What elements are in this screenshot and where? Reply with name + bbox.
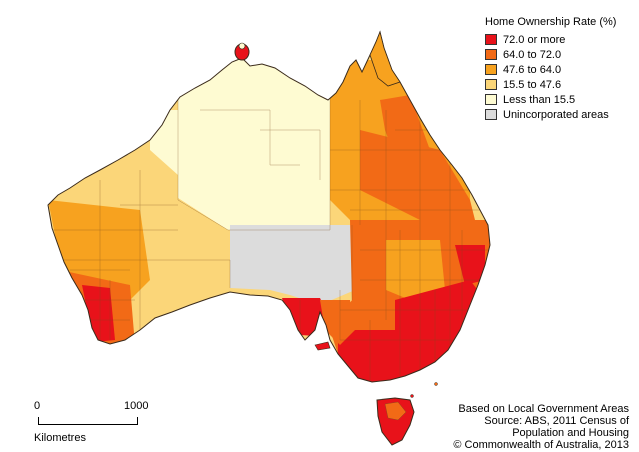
region-nsw-coast-red xyxy=(455,245,485,285)
source-line: Based on Local Government Areas xyxy=(458,403,629,415)
kangaroo-island xyxy=(314,341,331,351)
legend-swatch xyxy=(485,79,497,90)
scale-bar: 0 1000 Kilometres xyxy=(30,400,160,450)
legend-label: 72.0 or more xyxy=(503,33,566,46)
source-note: Based on Local Government Areas Source: … xyxy=(453,403,629,451)
legend-swatch xyxy=(485,109,497,120)
legend-item-unincorporated: Unincorporated areas xyxy=(485,107,635,122)
legend-label: 64.0 to 72.0 xyxy=(503,48,562,61)
region-kimberley-low xyxy=(150,110,220,175)
region-wa-perth xyxy=(82,285,115,342)
legend-item-15-5-to-47-6: 15.5 to 47.6 xyxy=(485,77,635,92)
island-flinders xyxy=(410,394,414,398)
region-nt-low xyxy=(178,60,330,230)
legend-item-64-to-72: 64.0 to 72.0 xyxy=(485,47,635,62)
legend-swatch xyxy=(485,49,497,60)
legend-swatch xyxy=(485,94,497,105)
legend-item-72-or-more: 72.0 or more xyxy=(485,32,635,47)
cape-york xyxy=(369,30,401,87)
legend-label: 15.5 to 47.6 xyxy=(503,78,562,91)
source-line: Source: ABS, 2011 Census of xyxy=(484,415,629,427)
region-unincorporated-sa xyxy=(230,225,355,305)
legend-label: 47.6 to 64.0 xyxy=(503,63,562,76)
legend-title: Home Ownership Rate (%) xyxy=(485,16,617,28)
legend: Home Ownership Rate (%) 72.0 or more 64.… xyxy=(485,16,635,122)
island-bass xyxy=(434,382,438,386)
mainland-regions xyxy=(48,32,490,382)
scale-start-label: 0 xyxy=(34,400,41,412)
lga-boundaries xyxy=(52,60,490,382)
legend-label: Unincorporated areas xyxy=(503,108,609,121)
legend-swatch xyxy=(485,34,497,45)
scale-unit-label: Kilometres xyxy=(34,432,86,444)
legend-label: Less than 15.5 xyxy=(503,93,576,106)
source-line: © Commonwealth of Australia, 2013 xyxy=(453,439,629,451)
scale-end-label: 1000 xyxy=(124,400,149,412)
tiwi-islands xyxy=(238,42,246,50)
scale-line xyxy=(38,416,138,425)
region-nsw-west xyxy=(386,240,445,300)
legend-item-less-than-15-5: Less than 15.5 xyxy=(485,92,635,107)
tasmania xyxy=(376,397,415,446)
region-vic-red xyxy=(338,330,420,382)
legend-item-47-6-to-64: 47.6 to 64.0 xyxy=(485,62,635,77)
legend-swatch xyxy=(485,64,497,75)
source-line: Population and Housing xyxy=(512,427,629,439)
